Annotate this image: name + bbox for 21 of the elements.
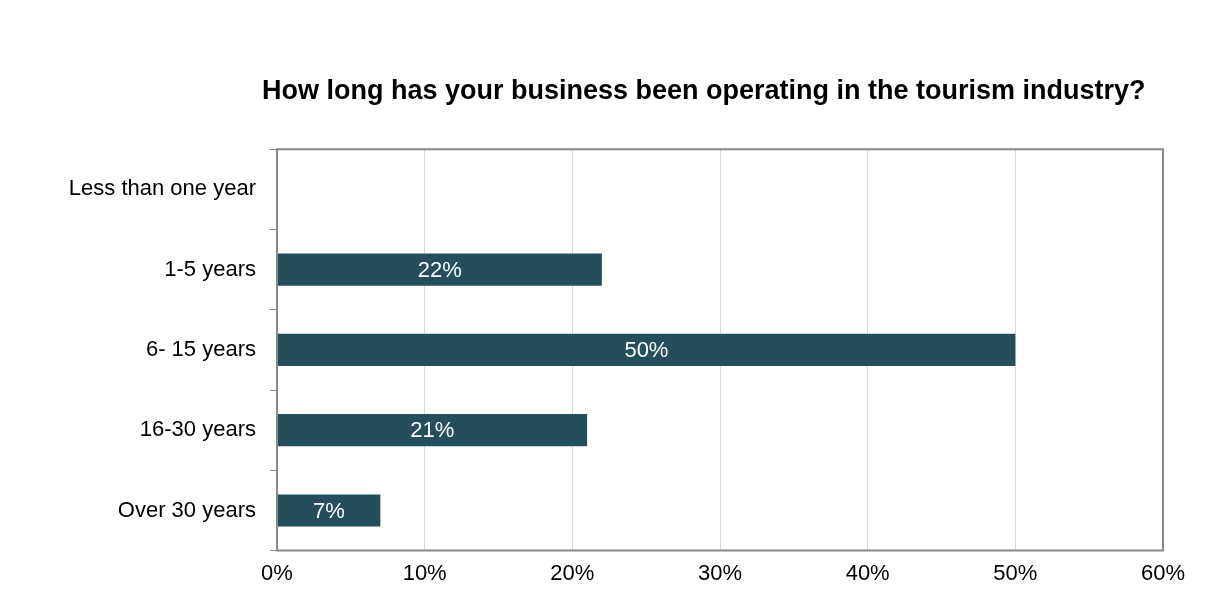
data-label: 21%	[410, 417, 455, 443]
x-tick-label: 10%	[402, 559, 447, 585]
x-tick-label: 20%	[550, 559, 595, 585]
y-tick-label: 16-30 years	[139, 416, 256, 442]
data-label: 7%	[313, 497, 345, 523]
x-tick-label: 50%	[993, 559, 1038, 585]
bar	[277, 253, 602, 286]
y-tick-label: Less than one year	[68, 175, 256, 201]
bar	[277, 494, 381, 527]
y-tick-label: 6- 15 years	[145, 335, 256, 361]
bar	[277, 414, 588, 447]
chart-title: How long has your business been operating in the tourism industry?	[262, 74, 1147, 106]
x-tick-label: 60%	[1140, 559, 1186, 585]
data-label: 50%	[624, 336, 669, 362]
x-tick-label: 0%	[261, 559, 293, 585]
x-tick-label: 30%	[697, 559, 743, 585]
x-tick-label: 40%	[845, 559, 890, 585]
y-tick-label: 1-5 years	[164, 255, 256, 281]
data-label: 22%	[417, 256, 462, 282]
bar	[277, 333, 1016, 366]
y-tick-label: Over 30 years	[117, 496, 256, 522]
